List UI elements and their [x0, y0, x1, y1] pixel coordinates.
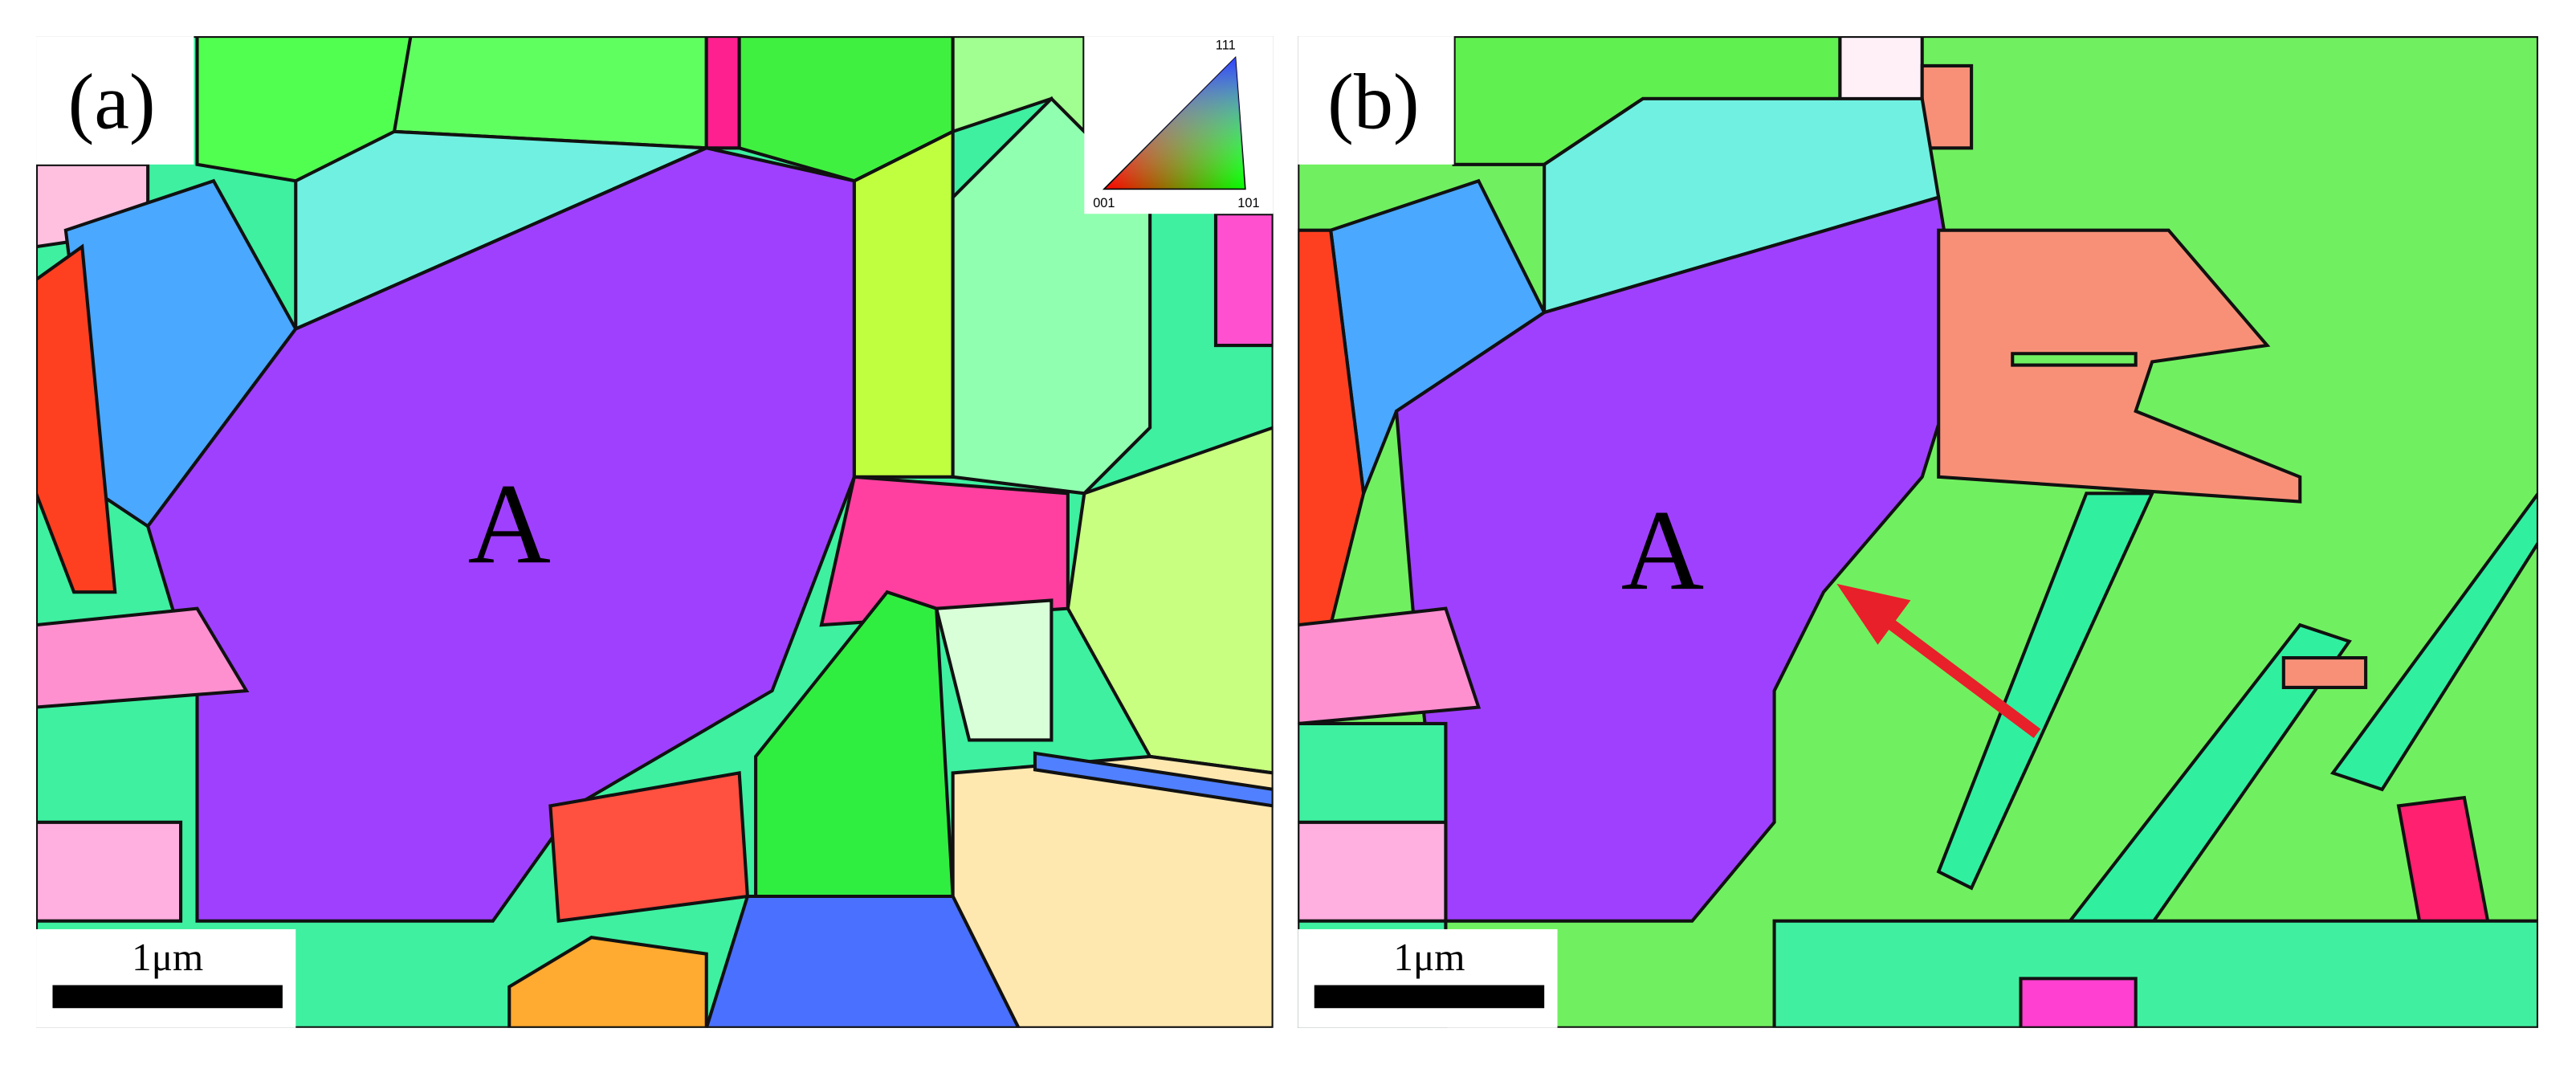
grain	[934, 598, 1054, 742]
grain	[1936, 492, 2155, 891]
scale-box	[36, 928, 296, 1028]
panel-label: (a)	[68, 59, 156, 146]
legend-label: 001	[1093, 196, 1115, 210]
grain	[2281, 656, 2368, 689]
grain	[392, 36, 708, 150]
panel-b	[1298, 36, 2538, 1028]
grain	[1298, 820, 1448, 923]
arrow-head	[1836, 583, 1911, 645]
grain	[36, 820, 183, 923]
scale-bar	[1314, 985, 1545, 1009]
grain	[36, 606, 250, 709]
scale-bar	[52, 985, 283, 1009]
arrow	[1877, 612, 2041, 739]
grain	[1298, 228, 1366, 627]
legend-triangle-overlay	[1103, 57, 1245, 190]
grain	[754, 590, 955, 899]
grain	[1213, 212, 1274, 348]
scale-box	[1298, 928, 1558, 1028]
panel-label: (b)	[1327, 59, 1419, 146]
scale-label: 1μm	[1393, 935, 1465, 979]
legend-label: 101	[1237, 196, 1259, 210]
grain	[2011, 352, 2138, 367]
label-box	[1298, 36, 1454, 165]
grain	[1298, 606, 1482, 726]
grain-label: A	[468, 459, 551, 587]
label-box	[36, 36, 194, 165]
grain	[1033, 751, 1274, 808]
grain-label: A	[1621, 486, 1704, 614]
grain	[2329, 490, 2538, 792]
grain	[507, 936, 708, 1028]
grain	[1772, 919, 2538, 1028]
grain	[704, 36, 741, 150]
grain	[145, 146, 856, 923]
grain	[852, 129, 955, 479]
grain	[36, 243, 117, 594]
grain	[704, 894, 1021, 1028]
grain	[2019, 977, 2138, 1028]
scale-label: 1μm	[132, 935, 203, 979]
panel-a	[36, 36, 1274, 1028]
legend-label: 111	[1216, 38, 1236, 52]
